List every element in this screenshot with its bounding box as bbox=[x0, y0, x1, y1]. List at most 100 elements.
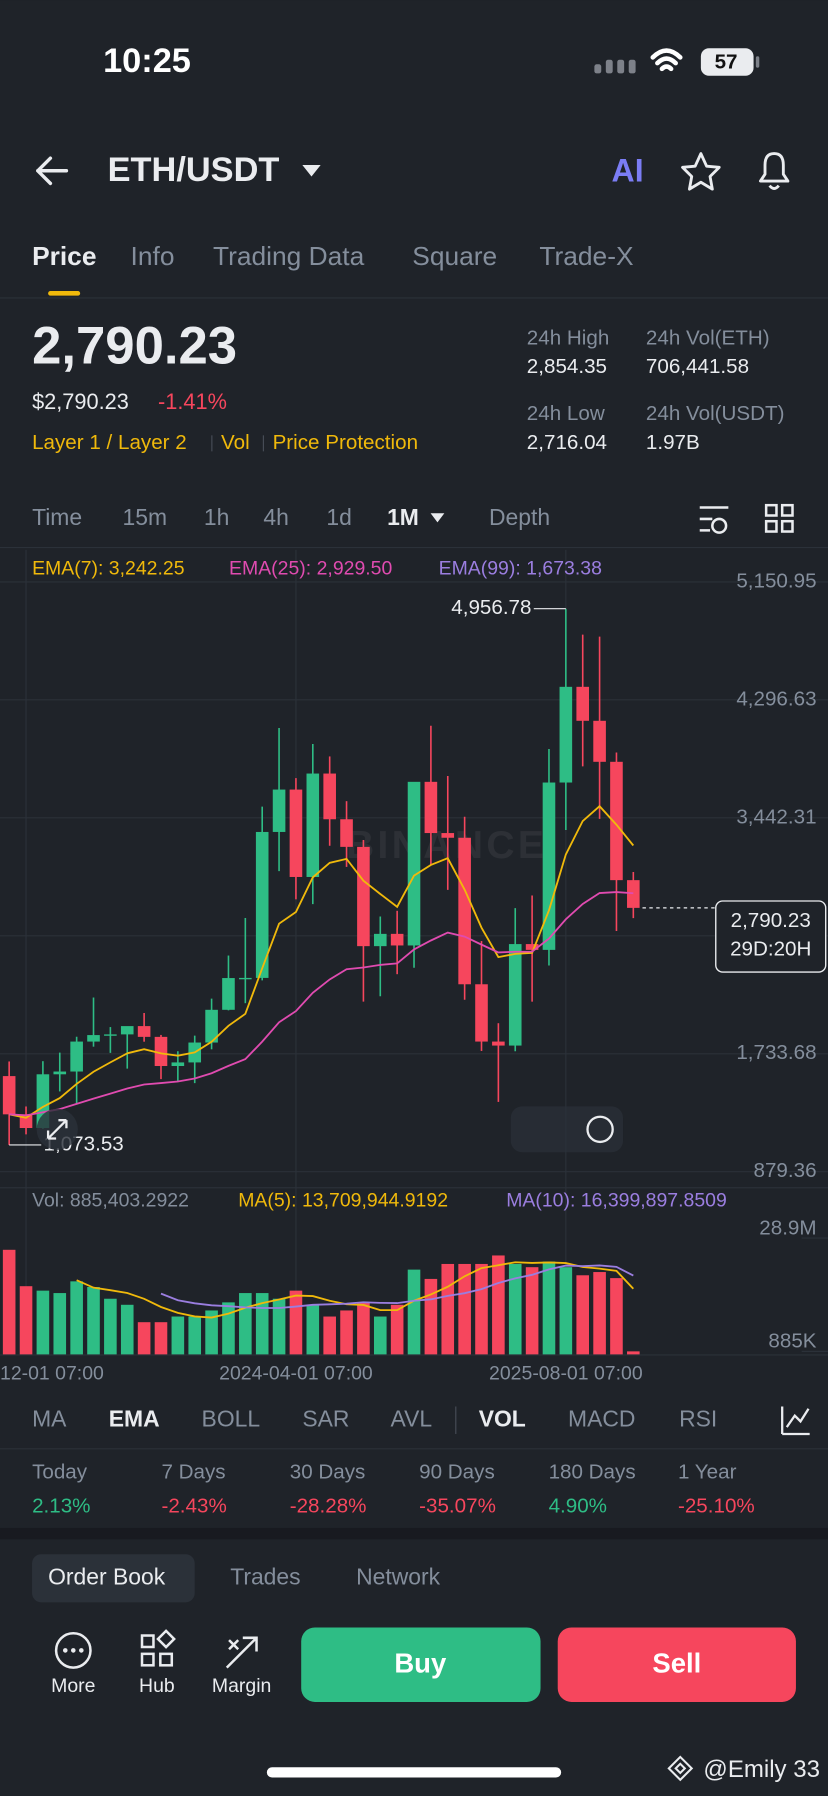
candle-body bbox=[205, 1009, 218, 1043]
indicator[interactable]: BOLL bbox=[202, 1405, 261, 1431]
candle-body bbox=[373, 933, 387, 947]
volume-bar bbox=[441, 1263, 455, 1355]
chart-settings-icon[interactable] bbox=[699, 506, 729, 534]
interval[interactable]: 15m bbox=[123, 504, 168, 530]
pair-caret[interactable] bbox=[302, 165, 321, 177]
indicator[interactable]: EMA bbox=[109, 1405, 160, 1431]
tag[interactable]: Layer 1 / Layer 2 bbox=[32, 431, 187, 454]
candle-body bbox=[390, 933, 404, 946]
volume-bar bbox=[340, 1310, 353, 1355]
book-tab[interactable]: Order Book bbox=[48, 1563, 166, 1589]
ema-legend: EMA(7): 3,242.25 bbox=[32, 557, 184, 579]
chart: 5,150.954,296.633,442.312,587.991,733.68… bbox=[0, 549, 828, 1355]
back-button[interactable] bbox=[36, 156, 69, 186]
layout-icon[interactable] bbox=[764, 503, 794, 533]
volume-bar bbox=[239, 1293, 252, 1355]
indicator[interactable]: RSI bbox=[679, 1405, 717, 1431]
margin-icon[interactable] bbox=[225, 1636, 258, 1669]
price-usd: $2,790.23 bbox=[32, 389, 129, 414]
candle-body bbox=[424, 781, 438, 834]
book-tab[interactable]: Network bbox=[356, 1563, 441, 1589]
user-watermark: @Emily 33 bbox=[703, 1756, 820, 1783]
candle-body bbox=[53, 1071, 67, 1075]
book-tab[interactable]: Trades bbox=[230, 1563, 300, 1589]
hub-icon[interactable] bbox=[140, 1629, 176, 1667]
volume-bar bbox=[525, 1267, 539, 1355]
candle-body bbox=[2, 1076, 16, 1115]
interval[interactable]: Depth bbox=[489, 504, 550, 530]
y-tick-label: 879.36 bbox=[754, 1159, 817, 1182]
performance-value: -28.28% bbox=[290, 1495, 367, 1518]
tab-underline bbox=[48, 291, 81, 296]
interval[interactable]: 4h bbox=[263, 504, 288, 530]
tag[interactable]: Vol bbox=[221, 431, 250, 454]
tab[interactable]: Info bbox=[131, 241, 175, 271]
interval[interactable]: 1M bbox=[387, 504, 419, 530]
volume-bar bbox=[272, 1298, 286, 1355]
candle-body bbox=[70, 1041, 83, 1072]
stat-label: 24h Vol(USDT) bbox=[646, 402, 785, 425]
wifi-icon bbox=[650, 48, 683, 72]
sell-button[interactable] bbox=[557, 1627, 796, 1702]
candle-body bbox=[87, 1035, 100, 1042]
tab[interactable]: Trade-X bbox=[539, 241, 634, 271]
status-time: 10:25 bbox=[103, 42, 191, 80]
stat-label: 24h Low bbox=[527, 402, 605, 425]
indicator[interactable]: VOL bbox=[479, 1405, 526, 1431]
indicator-settings[interactable] bbox=[781, 1406, 810, 1436]
tools-button[interactable] bbox=[510, 1106, 624, 1153]
volume-bar bbox=[36, 1290, 50, 1355]
performance-value: -35.07% bbox=[419, 1495, 496, 1518]
action-label[interactable]: Hub bbox=[139, 1675, 175, 1697]
interval[interactable]: 1d bbox=[326, 504, 351, 530]
action-label[interactable]: More bbox=[51, 1675, 95, 1697]
indicator[interactable]: AVL bbox=[391, 1405, 433, 1431]
tab[interactable]: Square bbox=[412, 241, 497, 271]
volume-tick-label: 885K bbox=[768, 1330, 816, 1353]
candle-body bbox=[627, 880, 640, 908]
volume-bar bbox=[627, 1351, 640, 1355]
fullscreen-icon bbox=[46, 1119, 68, 1140]
candle-body bbox=[137, 1026, 151, 1037]
indicator[interactable]: MACD bbox=[568, 1405, 635, 1431]
volume-bar bbox=[373, 1316, 387, 1355]
volume-bar bbox=[137, 1322, 151, 1355]
indicator[interactable]: SAR bbox=[302, 1405, 349, 1431]
performance-label: 90 Days bbox=[419, 1460, 495, 1483]
favorite-button[interactable] bbox=[681, 152, 721, 191]
tag[interactable]: Price Protection bbox=[273, 431, 418, 454]
indicator[interactable]: MA bbox=[32, 1405, 67, 1431]
pair-title[interactable]: ETH/USDT bbox=[108, 151, 280, 189]
volume-bar bbox=[306, 1304, 320, 1355]
volume-bar bbox=[559, 1267, 573, 1355]
volume-bar bbox=[87, 1287, 100, 1355]
interval[interactable]: Time bbox=[32, 504, 82, 530]
candle-body bbox=[171, 1062, 185, 1067]
alert-button[interactable] bbox=[758, 152, 790, 190]
volume-legend: MA(5): 13,709,944.9192 bbox=[238, 1190, 448, 1212]
performance-value: 4.90% bbox=[549, 1495, 607, 1518]
watermark-logo bbox=[667, 1755, 694, 1782]
candle-body bbox=[458, 837, 471, 985]
signal-icon bbox=[594, 59, 636, 74]
action-label[interactable]: Margin bbox=[212, 1675, 271, 1697]
more-icon[interactable] bbox=[54, 1631, 92, 1669]
volume-bar bbox=[289, 1290, 303, 1355]
interval[interactable]: 1h bbox=[204, 504, 229, 530]
battery-icon bbox=[700, 48, 754, 76]
candle-body bbox=[593, 720, 606, 762]
candle-body bbox=[357, 846, 370, 947]
buy-button[interactable] bbox=[301, 1627, 541, 1702]
chart-watermark: BINANCE bbox=[346, 824, 547, 867]
performance-label: 180 Days bbox=[549, 1460, 636, 1483]
ema-line bbox=[8, 804, 635, 1119]
tab[interactable]: Trading Data bbox=[213, 241, 365, 271]
candle-body bbox=[407, 781, 421, 946]
volume-bar bbox=[492, 1255, 505, 1355]
ai-button[interactable]: AI bbox=[612, 153, 644, 189]
section-gap bbox=[0, 1527, 828, 1540]
candle-body bbox=[154, 1036, 168, 1067]
candle-body bbox=[120, 1026, 134, 1035]
candle-body bbox=[441, 833, 455, 838]
tab[interactable]: Price bbox=[32, 241, 96, 271]
